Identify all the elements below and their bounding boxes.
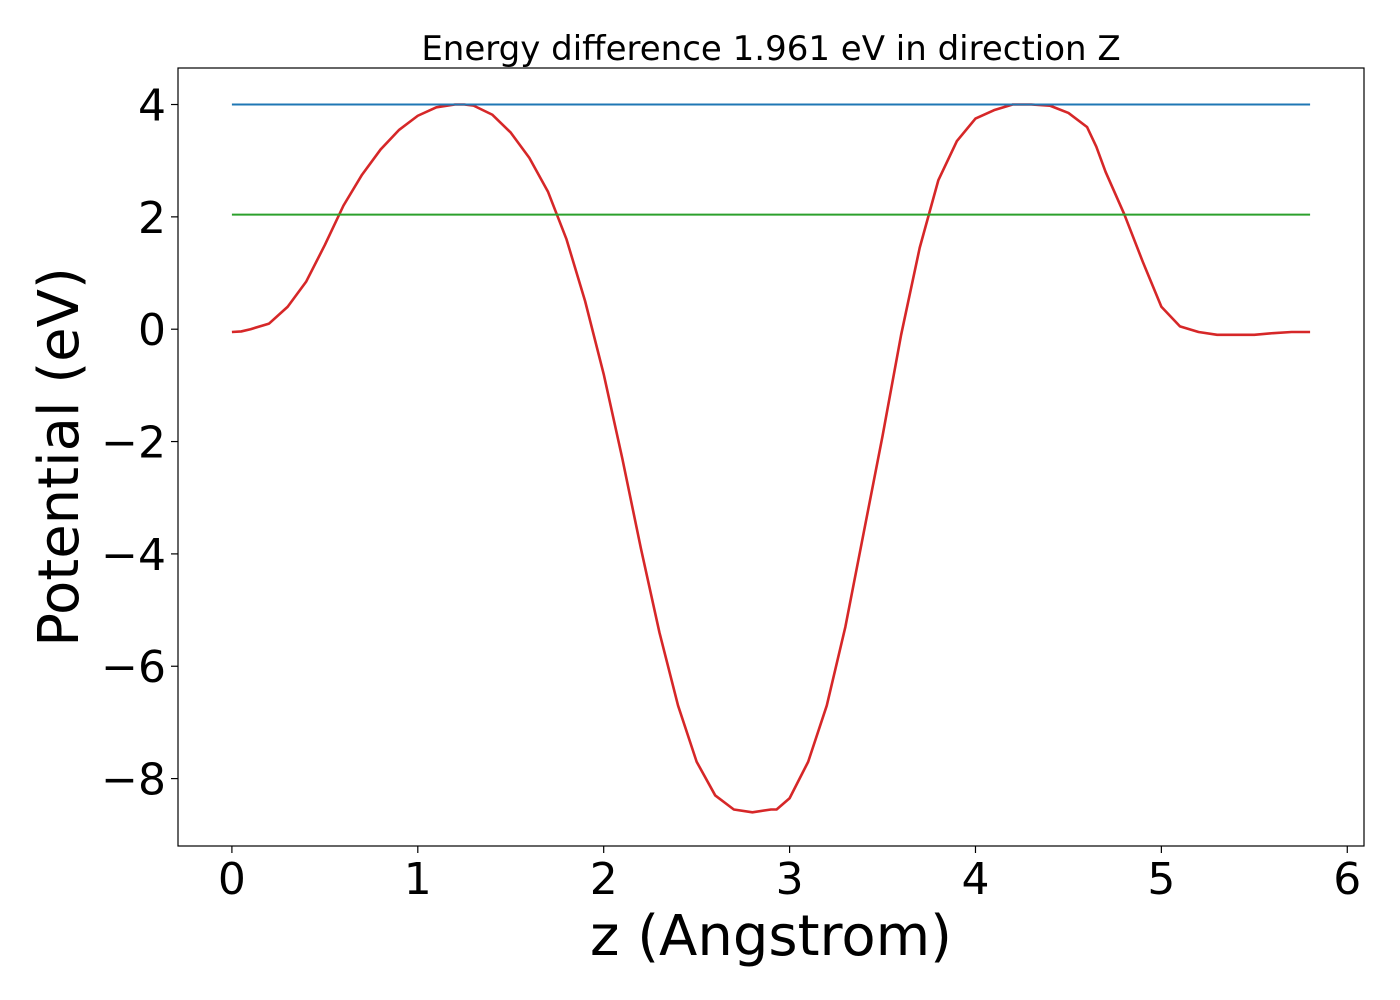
x-tick-label: 0	[218, 854, 246, 905]
y-tick-label: −8	[101, 755, 166, 806]
x-tick-label: 6	[1333, 854, 1361, 905]
y-tick-label: −6	[101, 642, 166, 693]
y-tick-label: −4	[101, 530, 166, 581]
series-line-potential	[231, 103, 1311, 814]
x-axis-ticks: 0 1 2 3 4 5 6	[218, 846, 1361, 905]
x-tick-label: 3	[776, 854, 804, 905]
y-tick-label: 4	[138, 81, 166, 132]
y-tick-label: 0	[138, 305, 166, 356]
chart-title: Energy difference 1.961 eV in direction …	[421, 29, 1120, 69]
x-tick-label: 4	[961, 854, 989, 905]
x-tick-label: 5	[1147, 854, 1175, 905]
x-tick-label: 1	[404, 854, 432, 905]
y-tick-label: 2	[138, 193, 166, 244]
y-tick-label: −2	[101, 418, 166, 469]
x-tick-label: 2	[590, 854, 618, 905]
y-axis-label: Potential (eV)	[27, 267, 92, 647]
axes-frame	[177, 67, 1365, 847]
x-axis-label: z (Angstrom)	[590, 904, 952, 969]
y-axis-ticks: 4 2 0 −2 −4 −6 −8	[101, 81, 178, 806]
plot-area	[231, 103, 1311, 814]
